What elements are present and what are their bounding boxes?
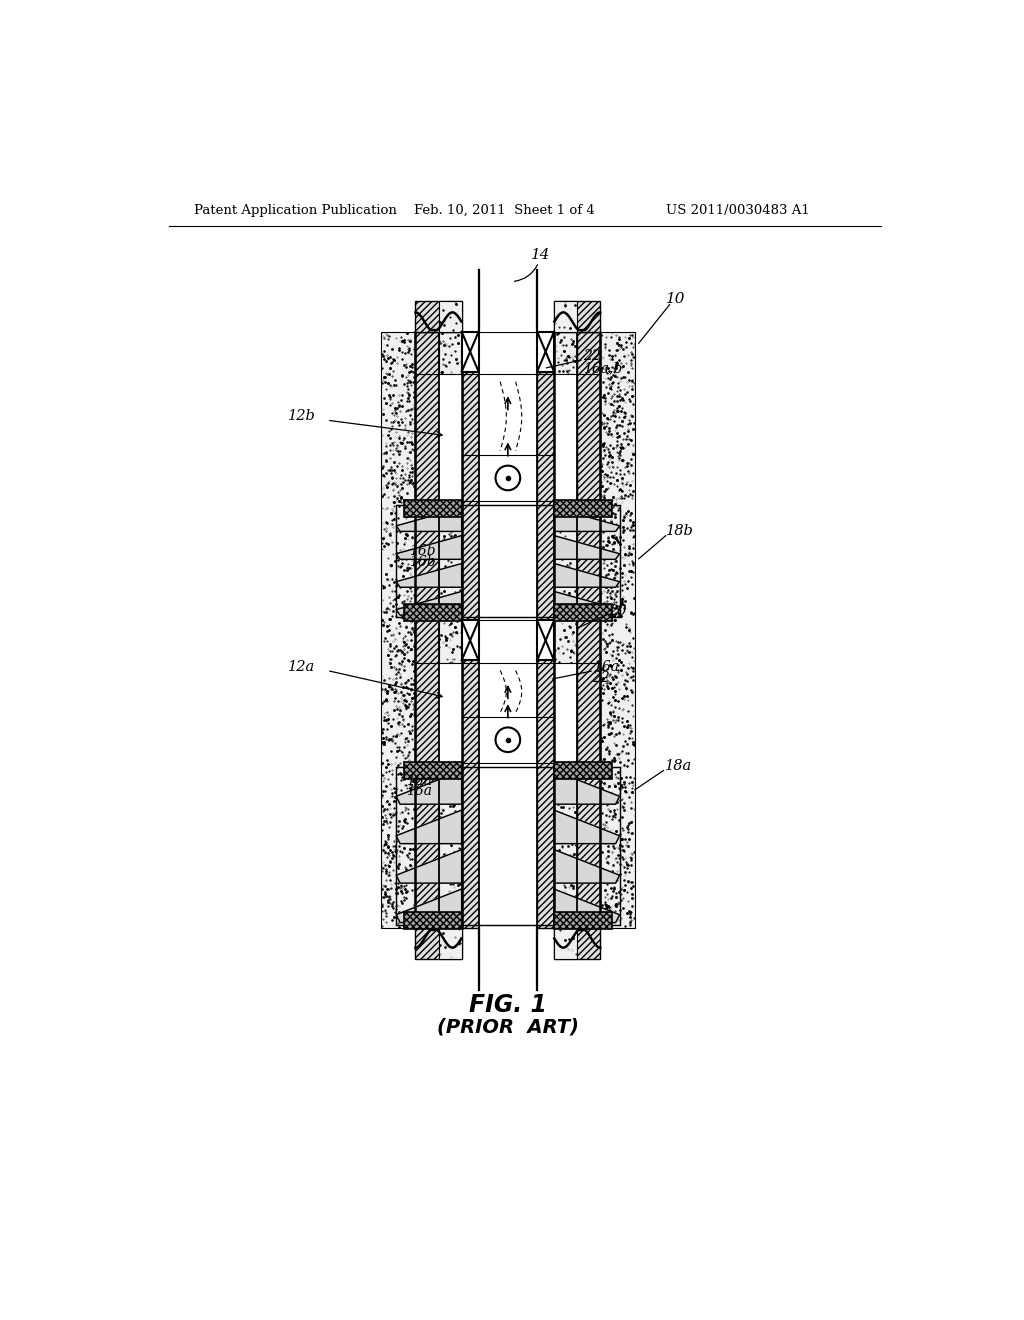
Polygon shape	[396, 564, 462, 587]
Text: 16b: 16b	[410, 544, 436, 558]
Bar	[438, 928, 462, 960]
Bar	[478, 928, 538, 990]
Bar	[416, 928, 462, 960]
Bar	[462, 620, 478, 660]
Text: 12a: 12a	[289, 660, 315, 673]
Bar	[538, 331, 554, 928]
Bar	[554, 500, 611, 517]
Bar	[438, 331, 462, 928]
Text: 14: 14	[531, 248, 551, 261]
Bar	[396, 767, 620, 924]
Polygon shape	[396, 508, 462, 532]
Polygon shape	[396, 771, 462, 804]
Bar	[554, 762, 611, 779]
Polygon shape	[554, 508, 620, 532]
Text: (PRIOR  ART): (PRIOR ART)	[437, 1018, 579, 1036]
Bar	[438, 663, 462, 789]
Polygon shape	[554, 810, 620, 843]
Text: 22: 22	[593, 671, 610, 685]
Bar	[381, 331, 416, 928]
Bar	[538, 331, 554, 372]
Text: 16a: 16a	[407, 784, 432, 799]
Bar	[462, 331, 478, 372]
Text: 20: 20	[608, 605, 627, 618]
Text: 10: 10	[666, 292, 685, 306]
Text: Patent Application Publication: Patent Application Publication	[195, 205, 397, 218]
Text: Feb. 10, 2011  Sheet 1 of 4: Feb. 10, 2011 Sheet 1 of 4	[414, 205, 595, 218]
Text: FIG. 1: FIG. 1	[469, 994, 547, 1018]
Text: 22: 22	[584, 350, 601, 363]
Bar	[554, 301, 600, 331]
Bar	[403, 762, 462, 779]
Bar	[403, 500, 462, 517]
Bar	[403, 912, 462, 929]
Polygon shape	[396, 591, 462, 615]
Text: 16a: 16a	[593, 660, 618, 673]
Bar	[478, 331, 538, 928]
Text: 18a: 18a	[665, 759, 692, 774]
Polygon shape	[396, 536, 462, 560]
Bar	[554, 663, 578, 789]
Text: 16a,b: 16a,b	[584, 360, 623, 375]
Bar	[478, 267, 538, 331]
Bar	[538, 620, 554, 660]
Polygon shape	[396, 850, 462, 883]
Bar	[554, 301, 578, 331]
Polygon shape	[396, 890, 462, 923]
Polygon shape	[554, 536, 620, 560]
Bar	[438, 301, 462, 331]
Text: 16a: 16a	[407, 774, 432, 788]
Bar	[554, 928, 600, 960]
Polygon shape	[554, 591, 620, 615]
Polygon shape	[554, 771, 620, 804]
Bar	[554, 912, 611, 929]
Bar	[403, 605, 462, 622]
Polygon shape	[554, 850, 620, 883]
Bar	[554, 928, 578, 960]
Bar	[600, 331, 635, 928]
Bar	[554, 605, 611, 622]
Polygon shape	[396, 810, 462, 843]
Bar	[416, 301, 462, 331]
Bar	[578, 331, 600, 928]
Bar	[416, 331, 438, 928]
Text: US 2011/0030483 A1: US 2011/0030483 A1	[666, 205, 809, 218]
Bar	[396, 506, 620, 616]
Bar	[462, 331, 478, 928]
Bar	[554, 374, 578, 528]
Text: 18b: 18b	[667, 524, 694, 539]
Text: 12b: 12b	[289, 409, 316, 424]
Bar	[554, 331, 578, 928]
Polygon shape	[554, 890, 620, 923]
Polygon shape	[554, 564, 620, 587]
Bar	[438, 374, 462, 528]
Text: 16b: 16b	[410, 554, 436, 569]
